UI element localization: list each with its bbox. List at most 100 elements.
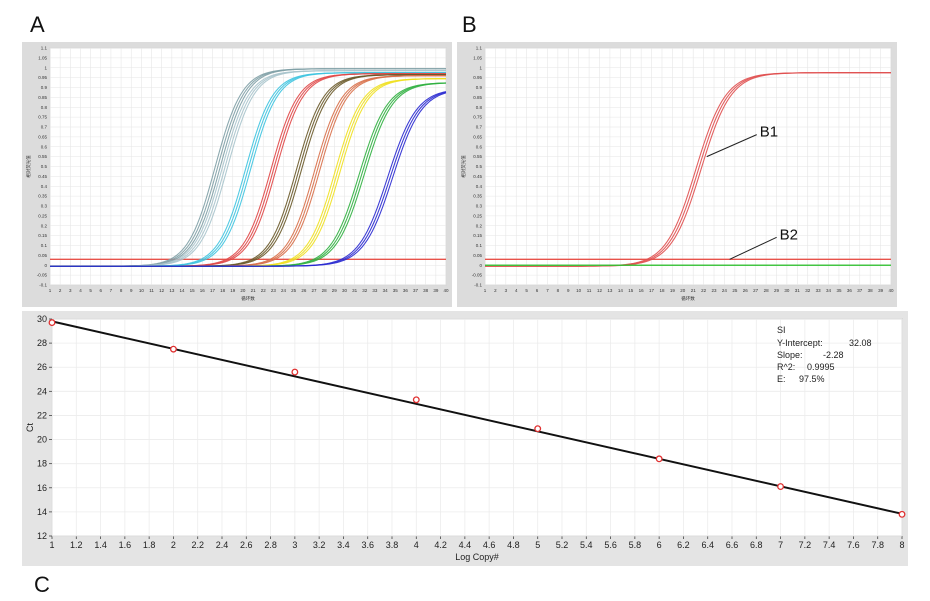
b2-leader-line	[729, 236, 777, 260]
stats-label: Y-Intercept:	[777, 338, 823, 348]
y-tick-label: 16	[37, 483, 47, 493]
x-tick-label: 40	[443, 288, 449, 293]
y-tick-label: 14	[37, 507, 47, 517]
x-tick-label: 3.4	[337, 540, 350, 550]
x-tick-label: 10	[139, 288, 145, 293]
y-tick-label: -0.1	[474, 283, 482, 288]
x-tick-label: 31	[795, 288, 801, 293]
y-tick-label: 0.95	[473, 75, 482, 80]
x-tick-label: 13	[169, 288, 175, 293]
x-tick-label: 25	[291, 288, 297, 293]
x-tick-label: 31	[352, 288, 358, 293]
x-tick-label: 17	[649, 288, 655, 293]
x-tick-label: 18	[659, 288, 665, 293]
panel-letter-a: A	[30, 12, 45, 37]
y-tick-label: 1.1	[476, 46, 483, 51]
x-tick-label: 1.6	[119, 540, 132, 550]
x-tick-label: 15	[628, 288, 634, 293]
x-tick-label: 6	[657, 540, 662, 550]
x-tick-label: 6.4	[701, 540, 714, 550]
x-tick-label: 8	[120, 288, 123, 293]
panel-letter-c: C	[34, 572, 50, 597]
x-tick-label: 7.4	[823, 540, 836, 550]
x-tick-label: 16	[200, 288, 206, 293]
x-tick-label: 3	[69, 288, 72, 293]
x-tick-label: 29	[774, 288, 780, 293]
y-tick-label: 0.65	[38, 134, 47, 139]
chart-a-amplification: 1 2 3 4 5 6 7 8 9 10 11 12 13 14 15 16 17 18 19 20 21 22 23 24 2…	[22, 42, 452, 307]
x-tick-label: 1	[484, 288, 487, 293]
y-tick-label: 0.4	[41, 184, 48, 189]
y-tick-label: 0.05	[38, 253, 47, 258]
y-tick-label: 0.2	[41, 223, 48, 228]
x-tick-label: 19	[230, 288, 236, 293]
amplification-curve-9	[50, 92, 447, 267]
x-tick-label: 30	[784, 288, 790, 293]
x-axis-label: 循环数	[681, 295, 695, 302]
x-tick-label: 9	[130, 288, 133, 293]
y-tick-label: 1.05	[473, 55, 482, 60]
stats-value: -2.28	[823, 350, 844, 360]
x-tick-label: 10	[576, 288, 582, 293]
x-tick-label: 3	[505, 288, 508, 293]
x-tick-label: 6.2	[677, 540, 690, 550]
stats-label: R^2:	[777, 362, 795, 372]
y-tick-label: 30	[37, 314, 47, 324]
y-tick-label: 0.65	[473, 134, 482, 139]
x-tick-label: 23	[271, 288, 277, 293]
x-tick-label: 11	[587, 288, 592, 293]
y-tick-label: 0.55	[473, 154, 482, 159]
y-tick-label: 0.9	[476, 85, 483, 90]
x-tick-label: 7	[546, 288, 549, 293]
x-tick-label: 7.2	[799, 540, 812, 550]
x-tick-label: 2.4	[216, 540, 229, 550]
x-tick-label: 22	[261, 288, 267, 293]
y-tick-label: 1.1	[41, 46, 48, 51]
regression-line	[51, 320, 903, 515]
x-tick-label: 15	[190, 288, 196, 293]
x-tick-label: 28	[764, 288, 770, 293]
x-tick-label: 3.8	[386, 540, 399, 550]
x-tick-label: 32	[362, 288, 368, 293]
plot-area	[51, 318, 903, 537]
data-point-1	[48, 319, 56, 327]
y-axis-label: 相对荧光值	[25, 155, 32, 178]
x-tick-label: 27	[753, 288, 759, 293]
x-tick-label: 7.8	[871, 540, 884, 550]
x-tick-label: 4.4	[459, 540, 472, 550]
x-tick-label: 22	[701, 288, 707, 293]
data-point-4	[412, 396, 420, 404]
x-tick-label: 8	[557, 288, 560, 293]
amplification-curve-1	[485, 72, 891, 267]
x-tick-label: 36	[847, 288, 853, 293]
x-tick-label: 18	[220, 288, 226, 293]
x-axis-label: 循环数	[241, 295, 255, 302]
x-tick-label: 6	[100, 288, 103, 293]
y-tick-label: 28	[37, 338, 47, 348]
x-tick-label: 37	[413, 288, 419, 293]
x-tick-label: 13	[607, 288, 613, 293]
x-tick-label: 1.4	[94, 540, 107, 550]
y-tick-label: 20	[37, 435, 47, 445]
x-tick-label: 11	[149, 288, 154, 293]
x-tick-label: 4	[79, 288, 82, 293]
y-tick-label: 0.3	[41, 204, 48, 209]
y-tick-label: 0.2	[476, 223, 483, 228]
x-tick-label: 12	[159, 288, 165, 293]
x-tick-label: 4	[414, 540, 419, 550]
y-tick-label: 0.8	[41, 105, 48, 110]
y-tick-label: 0.8	[476, 105, 483, 110]
x-tick-label: 4.6	[483, 540, 496, 550]
x-tick-label: 5	[525, 288, 528, 293]
y-tick-label: 18	[37, 459, 47, 469]
x-tick-label: 21	[251, 288, 257, 293]
y-tick-label: 0.85	[38, 95, 47, 100]
chart-b-amplification: 1 2 3 4 5 6 7 8 9 10 11 12 13 14 15 16 17 18 19 20 21 22 23 24 2…	[457, 42, 897, 307]
y-tick-label: 0	[44, 263, 47, 268]
y-tick-label: -0.1	[39, 283, 47, 288]
y-tick-label: 0.25	[38, 213, 47, 218]
x-tick-label: 16	[639, 288, 645, 293]
x-tick-label: 35	[393, 288, 399, 293]
y-tick-label: 0.9	[41, 85, 48, 90]
y-tick-label: 1	[479, 65, 482, 70]
